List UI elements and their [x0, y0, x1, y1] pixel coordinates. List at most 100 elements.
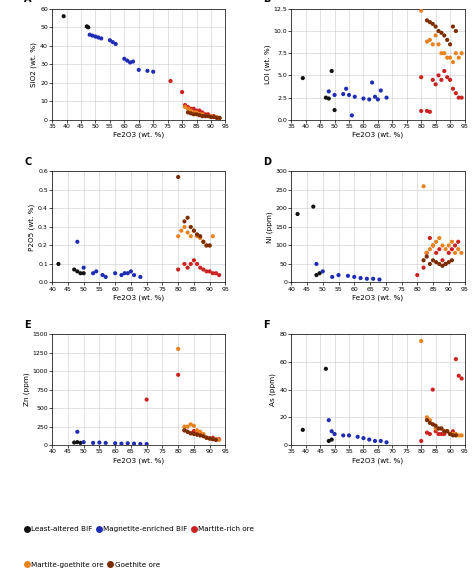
Point: [455, 245, 462, 254]
Point: [201, 111, 209, 121]
Point: [193, 259, 201, 269]
Point: [129, 57, 137, 66]
Point: [80, 437, 87, 447]
Point: [143, 439, 150, 449]
Point: [106, 35, 114, 45]
Point: [447, 429, 454, 439]
Point: [458, 374, 465, 383]
Point: [438, 424, 445, 433]
Point: [98, 34, 105, 43]
Point: [130, 270, 138, 280]
Point: [447, 39, 454, 49]
Point: [435, 424, 442, 433]
Point: [178, 88, 186, 97]
Point: [310, 202, 317, 211]
Point: [184, 228, 191, 237]
Point: [357, 273, 365, 283]
Point: [442, 259, 449, 269]
Point: [206, 434, 213, 443]
Point: [200, 265, 207, 274]
Point: [423, 252, 430, 261]
Point: [71, 265, 78, 274]
Point: [207, 111, 215, 121]
Point: [193, 430, 201, 439]
Point: [423, 248, 430, 258]
Point: [426, 18, 434, 27]
Point: [299, 425, 307, 435]
Point: [344, 271, 352, 280]
Point: [190, 256, 198, 265]
Point: [181, 422, 188, 432]
Text: E: E: [25, 320, 31, 330]
Point: [363, 274, 371, 283]
Point: [319, 267, 327, 276]
Point: [190, 104, 198, 113]
Point: [196, 232, 204, 241]
Text: B: B: [264, 0, 271, 4]
Point: [452, 430, 460, 440]
Point: [432, 248, 440, 258]
Point: [187, 106, 194, 115]
Point: [440, 426, 448, 436]
Point: [193, 426, 201, 435]
Point: [328, 66, 336, 76]
Point: [443, 72, 451, 82]
Point: [167, 76, 174, 86]
Point: [204, 109, 212, 119]
Point: [184, 104, 191, 113]
Point: [420, 263, 428, 272]
Point: [331, 429, 338, 439]
Point: [426, 107, 434, 116]
Text: A: A: [25, 0, 32, 4]
Point: [196, 106, 203, 115]
Point: [187, 429, 194, 438]
Point: [209, 433, 217, 442]
X-axis label: Fe2O3 (wt. %): Fe2O3 (wt. %): [113, 457, 164, 463]
Point: [209, 435, 217, 444]
Point: [73, 267, 81, 276]
Point: [365, 95, 373, 104]
Point: [447, 429, 454, 439]
Point: [443, 426, 451, 436]
Point: [354, 432, 362, 442]
Point: [435, 26, 442, 36]
Point: [137, 272, 144, 282]
Point: [102, 272, 109, 282]
Point: [374, 95, 382, 104]
Point: [184, 422, 191, 432]
Point: [443, 426, 451, 436]
Point: [452, 88, 460, 98]
Point: [418, 336, 425, 346]
Point: [452, 429, 460, 439]
Point: [458, 49, 465, 58]
Point: [118, 270, 125, 280]
Point: [429, 240, 437, 250]
Point: [184, 427, 191, 436]
Point: [206, 240, 213, 250]
Point: [455, 53, 463, 62]
Point: [144, 66, 151, 75]
Point: [206, 434, 213, 443]
Y-axis label: SiO2 (wt. %): SiO2 (wt. %): [31, 42, 37, 87]
Point: [210, 112, 218, 122]
Point: [436, 259, 443, 269]
Point: [190, 429, 198, 439]
Point: [447, 429, 454, 439]
Point: [126, 58, 134, 67]
Point: [209, 435, 217, 444]
Point: [187, 420, 194, 429]
Point: [423, 428, 431, 437]
Point: [423, 248, 430, 258]
Point: [455, 237, 462, 246]
Point: [60, 12, 67, 21]
Point: [438, 75, 445, 85]
Point: [449, 22, 457, 31]
Point: [443, 426, 451, 436]
Point: [438, 256, 446, 265]
Point: [313, 259, 320, 269]
Point: [423, 413, 431, 422]
Point: [77, 438, 84, 447]
Point: [187, 429, 194, 438]
Point: [193, 108, 201, 117]
Point: [445, 248, 453, 258]
